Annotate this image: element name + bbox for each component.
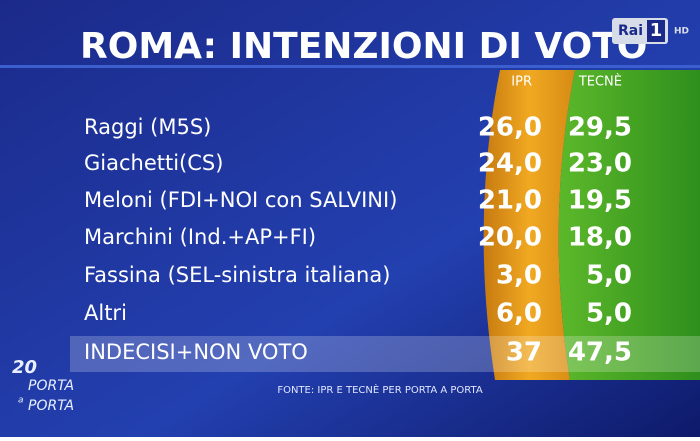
tecne-value: 47,5 — [568, 338, 632, 368]
show-line2: PORTA — [28, 398, 74, 414]
column-header: TECNÈ — [578, 74, 622, 90]
tecne-band — [558, 70, 700, 380]
ipr-value: 37 — [506, 338, 542, 368]
title: ROMA: INTENZIONI DI VOTO — [80, 26, 647, 67]
ipr-value: 3,0 — [496, 261, 542, 291]
ipr-value: 20,0 — [478, 223, 542, 253]
ipr-value: 21,0 — [478, 186, 542, 216]
channel-number: 1 — [650, 20, 663, 41]
channel-badge: HD — [674, 27, 689, 37]
tecne-value: 29,5 — [568, 113, 632, 143]
candidate: Altri — [84, 301, 127, 325]
ipr-band — [483, 70, 575, 380]
tecne-value: 18,0 — [568, 223, 632, 253]
highlight-row — [70, 336, 700, 372]
tecne-value: 5,0 — [586, 261, 632, 291]
show-number: 20 — [12, 357, 37, 378]
ipr-value: 6,0 — [496, 299, 542, 329]
title-rule — [0, 65, 700, 68]
candidate: Meloni (FDI+NOI con SALVINI) — [84, 188, 397, 212]
candidate: Raggi (M5S) — [84, 115, 211, 139]
channel-brand: Rai — [618, 23, 643, 39]
candidate: INDECISI+NON VOTO — [84, 340, 308, 364]
channel-number-box — [647, 20, 665, 42]
tecne-value: 5,0 — [586, 299, 632, 329]
ipr-value: 24,0 — [478, 149, 542, 179]
ipr-value: 26,0 — [478, 113, 542, 143]
candidate: Fassina (SEL-sinistra italiana) — [84, 263, 390, 287]
tecne-value: 19,5 — [568, 186, 632, 216]
show-line1: PORTA — [28, 378, 74, 394]
candidate: Marchini (Ind.+AP+FI) — [84, 225, 316, 249]
tecne-value: 23,0 — [568, 149, 632, 179]
show-joiner: a — [18, 396, 24, 406]
column-header: IPR — [511, 75, 532, 90]
source: FONTE: IPR E TECNÈ PER PORTA A PORTA — [277, 383, 482, 396]
candidate: Giachetti(CS) — [84, 151, 223, 175]
